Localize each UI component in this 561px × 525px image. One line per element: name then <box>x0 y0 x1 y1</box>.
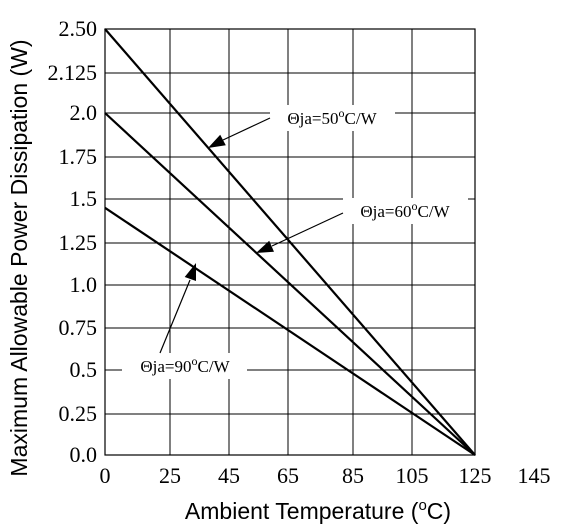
series-line-3 <box>104 206 476 456</box>
x-tick-label: 105 <box>396 463 429 488</box>
x-tick-label: 85 <box>342 463 364 488</box>
y-tick-label: 2.0 <box>70 100 98 125</box>
x-axis-label: Ambient Temperature (oC) <box>185 497 451 524</box>
annotation-label: Θja=50oC/W <box>287 106 377 128</box>
series-line-1 <box>104 28 476 456</box>
y-tick-label: 0.75 <box>59 315 98 340</box>
plot-frame <box>104 28 476 456</box>
y-tick-label: 1.25 <box>59 230 98 255</box>
annotation-label-bg <box>343 198 468 224</box>
y-tick-label: 1.0 <box>70 272 98 297</box>
tick-labels: 0.0 0.25 0.5 0.75 1.0 1.25 1.5 1.75 2.0 2.125 2.50… <box>48 16 551 488</box>
annotation-label: Θja=90oC/W <box>140 354 230 376</box>
annotation-leader-line <box>222 117 271 141</box>
annotation-label: Θja=60oC/W <box>360 199 450 221</box>
series-line-2 <box>104 112 476 456</box>
x-tick-label: 145 <box>518 463 551 488</box>
y-tick-label: 2.50 <box>59 16 98 41</box>
annotation-label-bg <box>270 105 395 131</box>
y-tick-label: 0.0 <box>70 442 98 467</box>
annotation-arrowhead <box>184 263 196 281</box>
annotation-leader-line <box>159 279 191 354</box>
x-tick-label: 45 <box>218 463 240 488</box>
annotations: Θja=50oC/W Θja=60oC/W Θja=90oC/W <box>122 105 468 379</box>
y-tick-label: 2.125 <box>48 60 98 85</box>
y-axis-label: Maximum Allowable Power Dissipation (W) <box>6 39 32 476</box>
annotation-label-bg <box>122 353 247 379</box>
y-tick-label: 0.5 <box>70 357 98 382</box>
series-lines <box>104 28 476 456</box>
x-tick-label: 65 <box>277 463 299 488</box>
annotation-leader-line <box>271 212 344 247</box>
y-tick-label: 1.5 <box>70 186 98 211</box>
x-tick-label: 25 <box>159 463 181 488</box>
y-tick-label: 1.75 <box>59 144 98 169</box>
annotation-arrowhead <box>256 240 274 253</box>
annotation-arrowhead <box>208 134 226 148</box>
y-tick-label: 0.25 <box>59 401 98 426</box>
x-tick-label: 125 <box>459 463 492 488</box>
x-tick-label: 0 <box>100 463 111 488</box>
